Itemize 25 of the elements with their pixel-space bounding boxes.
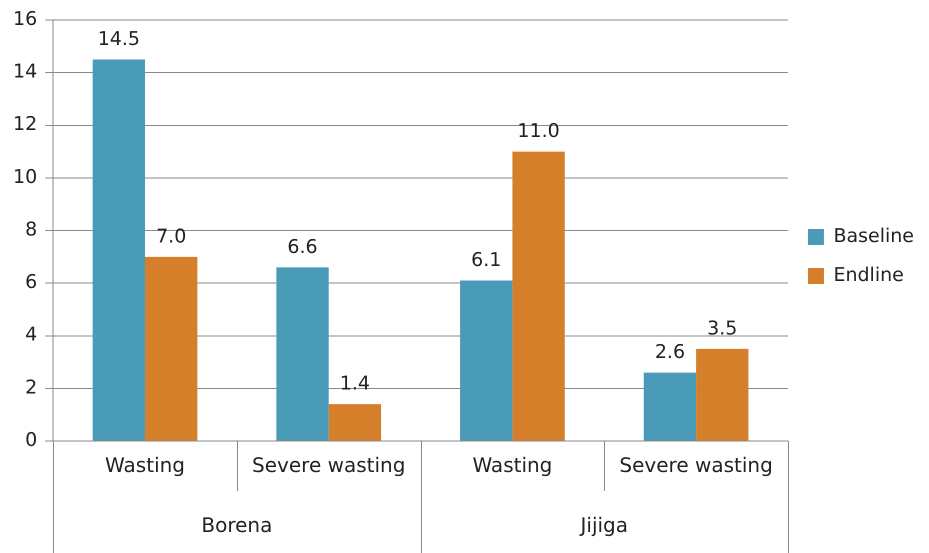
y-tick-label: 8 — [25, 218, 38, 240]
x-tick-label: Severe wasting — [252, 453, 406, 478]
y-tick-label: 16 — [12, 8, 38, 30]
y-tick-label: 2 — [25, 376, 38, 398]
y-tick-label: 0 — [25, 428, 38, 451]
text: Borena — [201, 513, 272, 538]
x-tick-label: Wasting — [105, 453, 185, 478]
legend-label: Baseline — [833, 224, 914, 247]
data-label: 1.4 — [340, 372, 370, 395]
data-label: 11.0 — [517, 120, 560, 142]
data-label: 7.0 — [156, 225, 186, 248]
data-label: 3.5 — [707, 317, 738, 340]
y-tick-label: 14 — [12, 60, 38, 83]
text: Jijiga — [578, 513, 628, 538]
data-label: 2.6 — [654, 341, 686, 364]
data-label: 14.5 — [98, 28, 140, 50]
x-tick-label: Severe wasting — [619, 453, 773, 478]
y-tick-label: 6 — [25, 271, 38, 294]
data-label: 6.1 — [471, 248, 502, 271]
x-tick-label: Wasting — [472, 453, 552, 478]
data-label: 6.6 — [287, 236, 318, 258]
y-tick-label: 12 — [12, 113, 38, 136]
y-tick-label: 4 — [25, 324, 38, 346]
y-tick-label: 10 — [12, 166, 38, 188]
legend-label: Endline — [833, 264, 904, 286]
